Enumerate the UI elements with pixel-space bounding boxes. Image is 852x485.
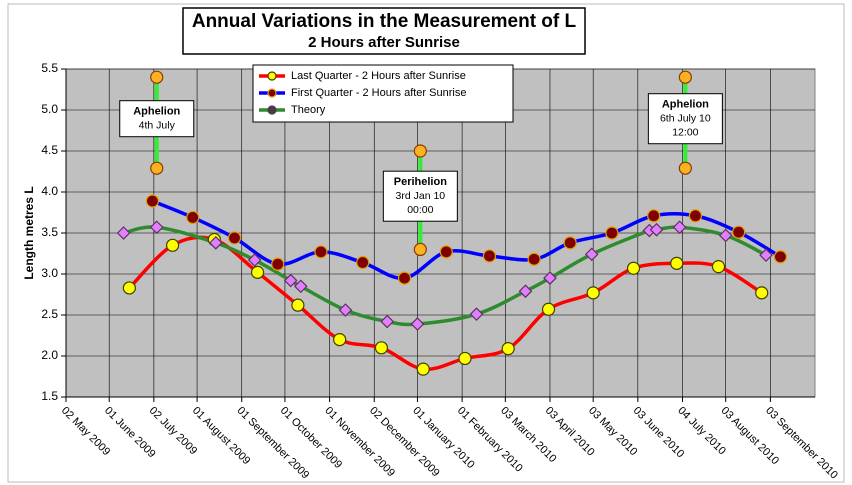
data-point bbox=[718, 228, 733, 243]
chart-title: Annual Variations in the Measurement of … bbox=[192, 11, 577, 32]
y-tick-label: 4.0 bbox=[41, 184, 58, 198]
series-line bbox=[128, 235, 763, 372]
data-point bbox=[397, 271, 412, 285]
annotation-point bbox=[150, 70, 164, 84]
data-point bbox=[541, 302, 556, 316]
annotation-point bbox=[413, 144, 427, 158]
data-point bbox=[605, 226, 619, 240]
annotation-box bbox=[382, 170, 458, 222]
data-point bbox=[626, 261, 641, 275]
data-point bbox=[271, 257, 285, 271]
data-point bbox=[122, 281, 136, 295]
y-tick-label: 1.5 bbox=[41, 389, 58, 403]
data-point bbox=[563, 236, 577, 250]
data-point bbox=[410, 317, 425, 331]
data-point bbox=[482, 249, 497, 263]
legend-marker bbox=[267, 88, 277, 98]
data-point bbox=[314, 245, 328, 259]
annotation-text: Perihelion bbox=[394, 176, 447, 188]
data-point bbox=[672, 220, 687, 235]
data-point bbox=[116, 226, 131, 240]
y-tick-label: 5.0 bbox=[41, 102, 58, 116]
annotation-point bbox=[413, 242, 427, 256]
data-point bbox=[773, 250, 788, 264]
legend-label: First Quarter - 2 Hours after Sunrise bbox=[291, 87, 466, 99]
annotation-text: 00:00 bbox=[407, 204, 433, 216]
data-point bbox=[380, 314, 395, 329]
data-point bbox=[670, 256, 684, 270]
legend-marker bbox=[267, 71, 277, 81]
data-point bbox=[293, 279, 308, 294]
series-line bbox=[151, 199, 782, 280]
y-tick-label: 2.5 bbox=[41, 307, 58, 321]
data-point bbox=[688, 209, 703, 223]
data-point bbox=[586, 286, 600, 300]
data-point bbox=[469, 307, 484, 322]
data-point bbox=[458, 351, 472, 366]
annotation-point bbox=[150, 161, 164, 175]
y-tick-label: 2.0 bbox=[41, 348, 58, 362]
annotation-box bbox=[119, 100, 195, 138]
data-point bbox=[333, 333, 347, 347]
data-point bbox=[338, 303, 353, 317]
data-point bbox=[186, 210, 200, 225]
chart-subtitle: 2 Hours after Sunrise bbox=[308, 34, 460, 51]
data-point bbox=[647, 209, 661, 223]
y-tick-label: 5.5 bbox=[41, 61, 58, 75]
data-point bbox=[165, 238, 180, 252]
annotation-point bbox=[678, 70, 692, 84]
y-tick-label: 3.5 bbox=[41, 225, 58, 239]
data-point bbox=[145, 194, 160, 208]
data-point bbox=[208, 235, 223, 250]
data-point bbox=[759, 248, 773, 262]
legend-label: Theory bbox=[291, 104, 326, 116]
data-point bbox=[356, 255, 370, 270]
y-axis-label: Length metres L bbox=[22, 186, 36, 279]
data-point bbox=[543, 271, 557, 285]
data-point bbox=[291, 298, 305, 312]
title-box bbox=[182, 7, 586, 55]
data-point bbox=[416, 362, 430, 376]
data-point bbox=[527, 252, 541, 266]
data-point bbox=[439, 245, 453, 259]
data-point bbox=[732, 225, 746, 239]
y-tick-label: 4.5 bbox=[41, 143, 58, 157]
annotation-text: 4th July bbox=[139, 119, 176, 131]
data-point bbox=[374, 341, 389, 355]
legend-box bbox=[252, 64, 514, 123]
data-point bbox=[755, 286, 769, 300]
annotation-text: Aphelion bbox=[662, 99, 709, 111]
data-point bbox=[649, 222, 664, 237]
data-point bbox=[247, 253, 262, 267]
annotation-point bbox=[678, 161, 692, 175]
data-point bbox=[283, 273, 298, 288]
data-point bbox=[250, 265, 265, 279]
legend-marker bbox=[267, 105, 277, 115]
annotation-text: Aphelion bbox=[133, 106, 180, 118]
data-point bbox=[584, 247, 599, 262]
y-tick-label: 3.0 bbox=[41, 266, 58, 280]
data-point bbox=[227, 231, 242, 245]
data-point bbox=[518, 284, 533, 299]
data-point bbox=[711, 260, 726, 274]
data-point bbox=[501, 342, 515, 356]
annotation-box bbox=[647, 93, 723, 145]
annotation-text: 12:00 bbox=[672, 126, 698, 138]
annotation-text: 3rd Jan 10 bbox=[396, 190, 446, 202]
data-point bbox=[149, 220, 164, 235]
legend-label: Last Quarter - 2 Hours after Sunrise bbox=[291, 70, 466, 82]
annotation-text: 6th July 10 bbox=[660, 112, 711, 124]
